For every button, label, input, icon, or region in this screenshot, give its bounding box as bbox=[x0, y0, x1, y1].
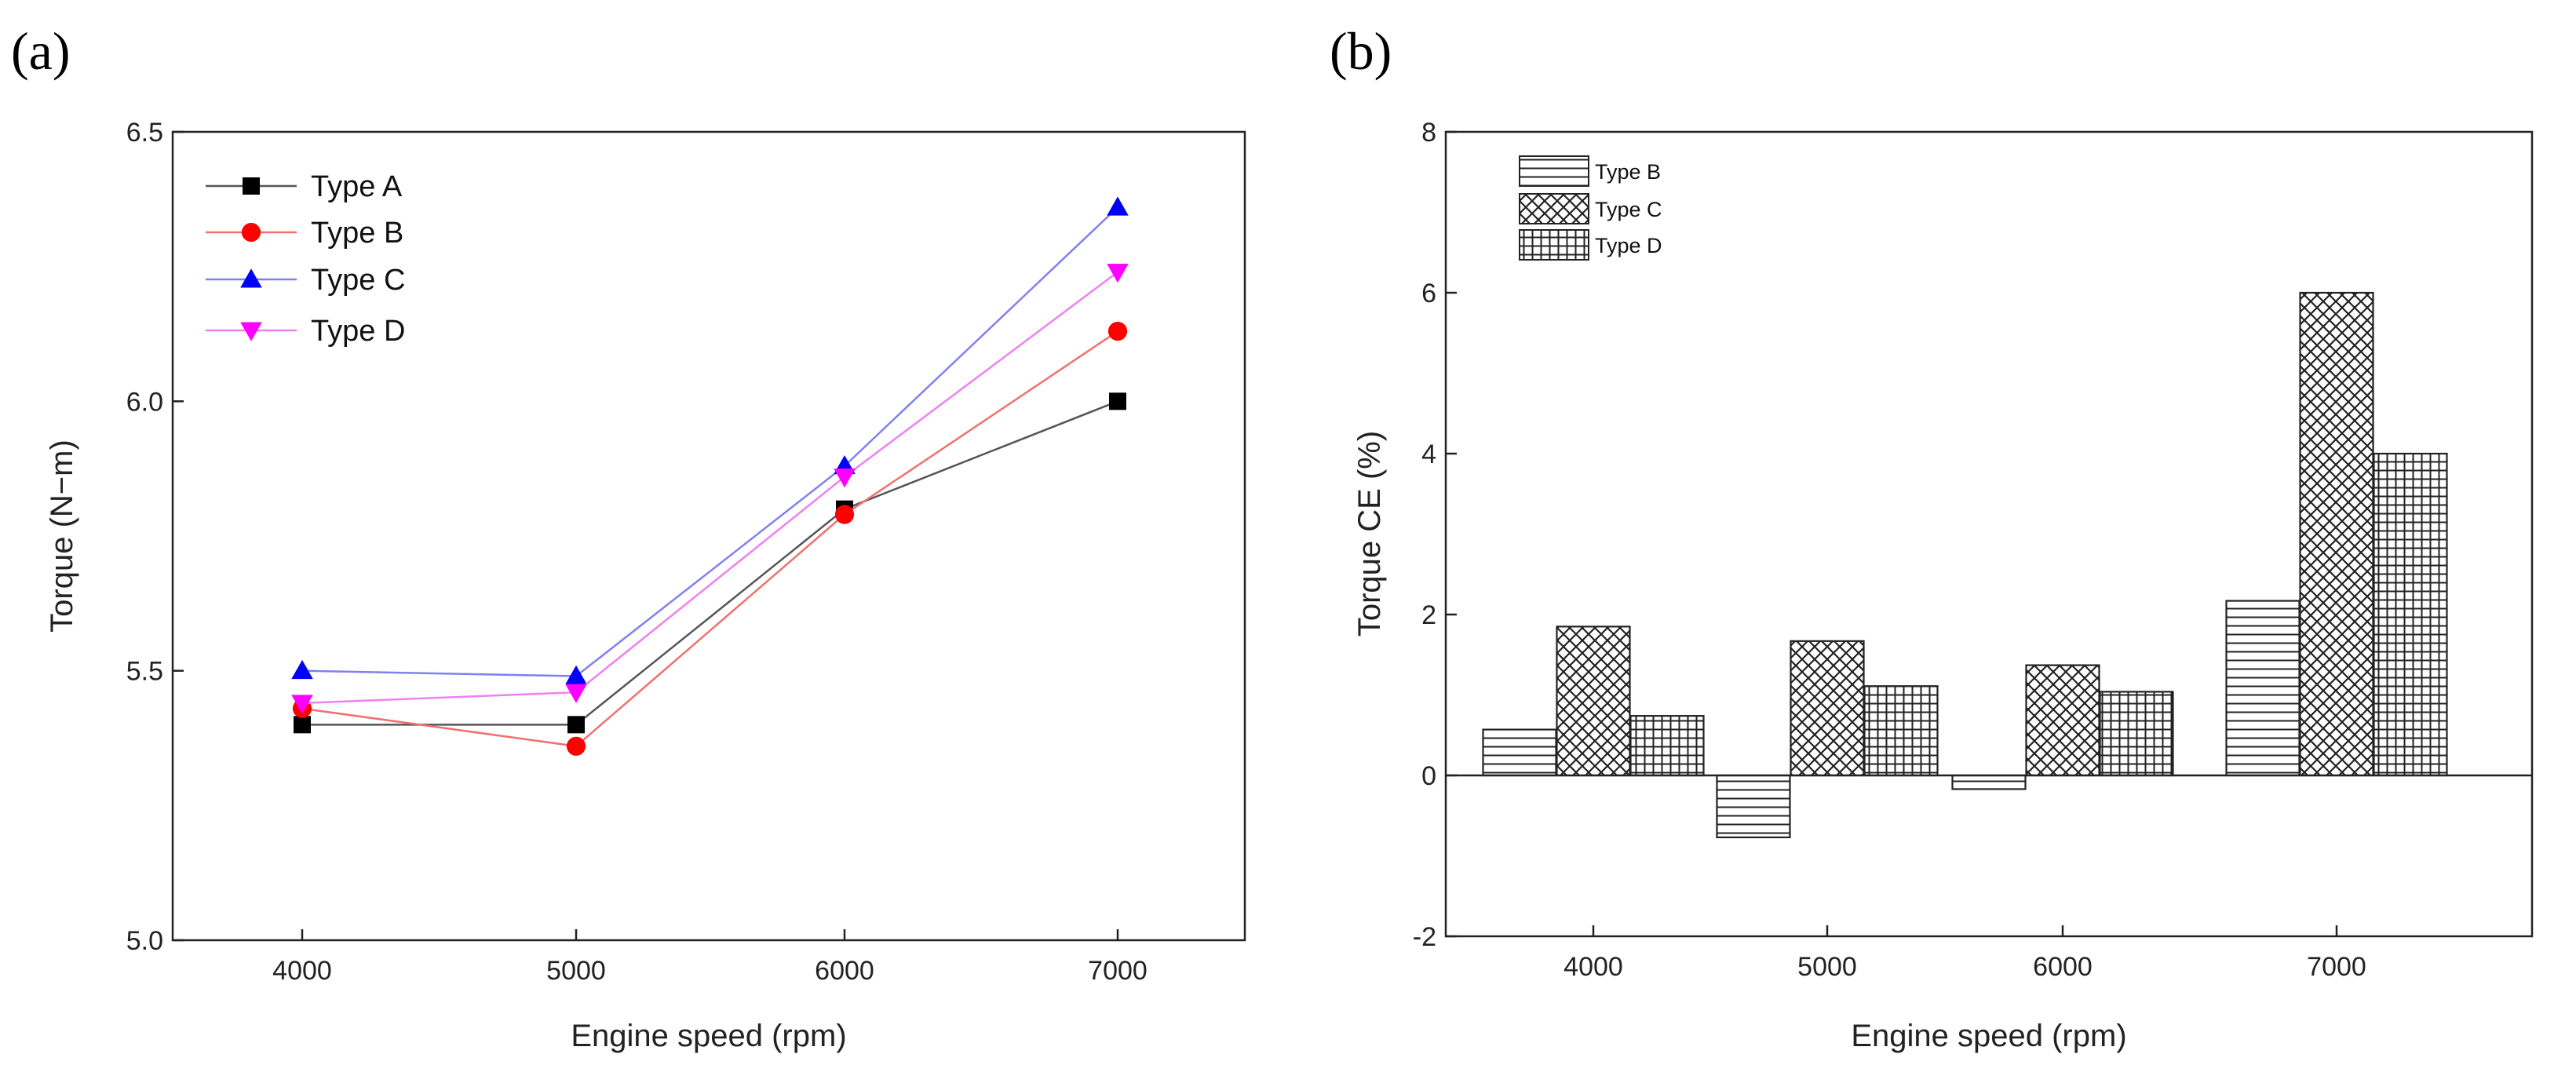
data-point bbox=[294, 716, 311, 734]
bar bbox=[1556, 626, 1631, 777]
legend-swatch bbox=[1519, 229, 1589, 261]
x-tick-label: 5000 bbox=[1797, 952, 1857, 982]
legend-swatch bbox=[1519, 155, 1589, 187]
data-point bbox=[565, 665, 587, 684]
panel-b-bars bbox=[1482, 291, 2448, 839]
y-tick-label: 5.0 bbox=[126, 926, 163, 956]
data-point bbox=[1107, 196, 1129, 216]
legend-item: Type A bbox=[206, 170, 403, 203]
y-tick-label: 6 bbox=[1421, 279, 1436, 308]
y-tick-label: 2 bbox=[1421, 600, 1436, 630]
x-tick-label: 6000 bbox=[815, 956, 874, 986]
series-type-c bbox=[1556, 291, 2374, 777]
data-point bbox=[834, 505, 855, 524]
bar bbox=[1482, 728, 1557, 777]
series-type-d bbox=[291, 264, 1129, 714]
data-point bbox=[565, 684, 587, 703]
x-tick-label: 5000 bbox=[546, 956, 606, 986]
panel-a-y-axis: 5.0 5.5 6.0 6.5 bbox=[126, 118, 184, 956]
panel-a-y-axis-title: Torque (N−m) bbox=[45, 440, 79, 633]
legend-label: Type D bbox=[1595, 234, 1662, 257]
panel-a: (a) 5.0 5.5 6.0 6.5 4000 5000 6000 7000 Engine… bbox=[11, 21, 1246, 1053]
y-tick-label: 6.0 bbox=[126, 387, 163, 417]
series-type-c bbox=[291, 196, 1129, 684]
y-tick-label: 5.5 bbox=[126, 657, 163, 687]
panel-b-plot-frame bbox=[1444, 130, 2534, 938]
data-point bbox=[834, 469, 856, 488]
legend-label: Type D bbox=[311, 315, 405, 348]
panel-b-legend: Type B Type C Type D bbox=[1519, 155, 1662, 261]
x-tick-label: 4000 bbox=[1563, 952, 1623, 982]
series-line bbox=[301, 206, 1118, 677]
x-tick-label: 6000 bbox=[2033, 952, 2093, 982]
panel-a-x-axis: 4000 5000 6000 7000 bbox=[272, 929, 1148, 986]
bar bbox=[1863, 685, 1939, 777]
panel-b-label: (b) bbox=[1330, 21, 1392, 81]
panel-b-y-axis-title: Torque CE (%) bbox=[1352, 431, 1387, 636]
y-tick-label: 8 bbox=[1421, 118, 1436, 148]
panel-a-label: (a) bbox=[11, 21, 70, 81]
panel-b-y-axis: -2 0 2 4 6 8 bbox=[1413, 118, 1457, 952]
legend-item: Type B bbox=[1519, 155, 1661, 187]
data-point bbox=[1107, 264, 1129, 283]
panel-a-plot-frame bbox=[171, 130, 1246, 942]
legend-marker bbox=[241, 222, 261, 243]
bar bbox=[2299, 291, 2374, 777]
legend-item: Type C bbox=[1519, 193, 1662, 224]
panel-a-x-axis-title: Engine speed (rpm) bbox=[571, 1019, 846, 1053]
legend-label: Type A bbox=[311, 170, 403, 203]
series-type-b bbox=[292, 321, 1128, 756]
panel-a-legend: Type A Type B Type C Type D bbox=[206, 170, 405, 348]
panel-a-series bbox=[291, 196, 1129, 756]
data-point bbox=[1107, 321, 1128, 341]
legend-item: Type B bbox=[206, 217, 403, 250]
series-type-d bbox=[1629, 452, 2448, 777]
legend-label: Type B bbox=[1595, 160, 1661, 184]
legend-label: Type B bbox=[311, 217, 403, 250]
legend-marker bbox=[240, 268, 262, 288]
panel-b: (b) -2 0 2 4 6 8 4000 5000 6000 7000 Engine spee… bbox=[1330, 21, 2534, 1053]
x-tick-label: 4000 bbox=[272, 956, 332, 986]
legend-marker bbox=[240, 322, 262, 341]
legend-label: Type C bbox=[1595, 198, 1662, 221]
bar bbox=[1716, 774, 1791, 839]
bar bbox=[2225, 600, 2301, 777]
y-tick-label: 4 bbox=[1421, 440, 1436, 469]
x-tick-label: 7000 bbox=[2307, 952, 2366, 982]
y-tick-label: -2 bbox=[1413, 922, 1436, 952]
panel-b-x-axis: 4000 5000 6000 7000 bbox=[1563, 925, 2366, 982]
bar bbox=[1790, 640, 1865, 777]
legend-item: Type C bbox=[206, 264, 405, 297]
bar bbox=[2025, 664, 2100, 777]
data-point bbox=[567, 716, 585, 734]
legend-label: Type C bbox=[311, 264, 405, 297]
legend-item: Type D bbox=[206, 315, 405, 348]
y-tick-label: 6.5 bbox=[126, 118, 163, 148]
legend-item: Type D bbox=[1519, 229, 1662, 261]
x-tick-label: 7000 bbox=[1088, 956, 1148, 986]
panel-b-x-axis-title: Engine speed (rpm) bbox=[1851, 1019, 2126, 1053]
bar bbox=[2373, 452, 2448, 777]
series-type-b bbox=[1482, 600, 2301, 839]
data-point bbox=[566, 736, 586, 756]
legend-marker bbox=[243, 177, 260, 195]
bar bbox=[1951, 774, 2027, 790]
data-point bbox=[1109, 392, 1126, 410]
y-tick-label: 0 bbox=[1421, 761, 1436, 791]
series-line bbox=[301, 271, 1118, 705]
bar bbox=[2099, 691, 2174, 777]
data-point bbox=[291, 659, 313, 680]
series-line bbox=[301, 330, 1118, 748]
series-type-a bbox=[294, 392, 1126, 734]
series-line bbox=[302, 400, 1118, 726]
legend-swatch bbox=[1519, 193, 1589, 224]
data-point bbox=[291, 695, 313, 714]
bar bbox=[1629, 715, 1705, 777]
